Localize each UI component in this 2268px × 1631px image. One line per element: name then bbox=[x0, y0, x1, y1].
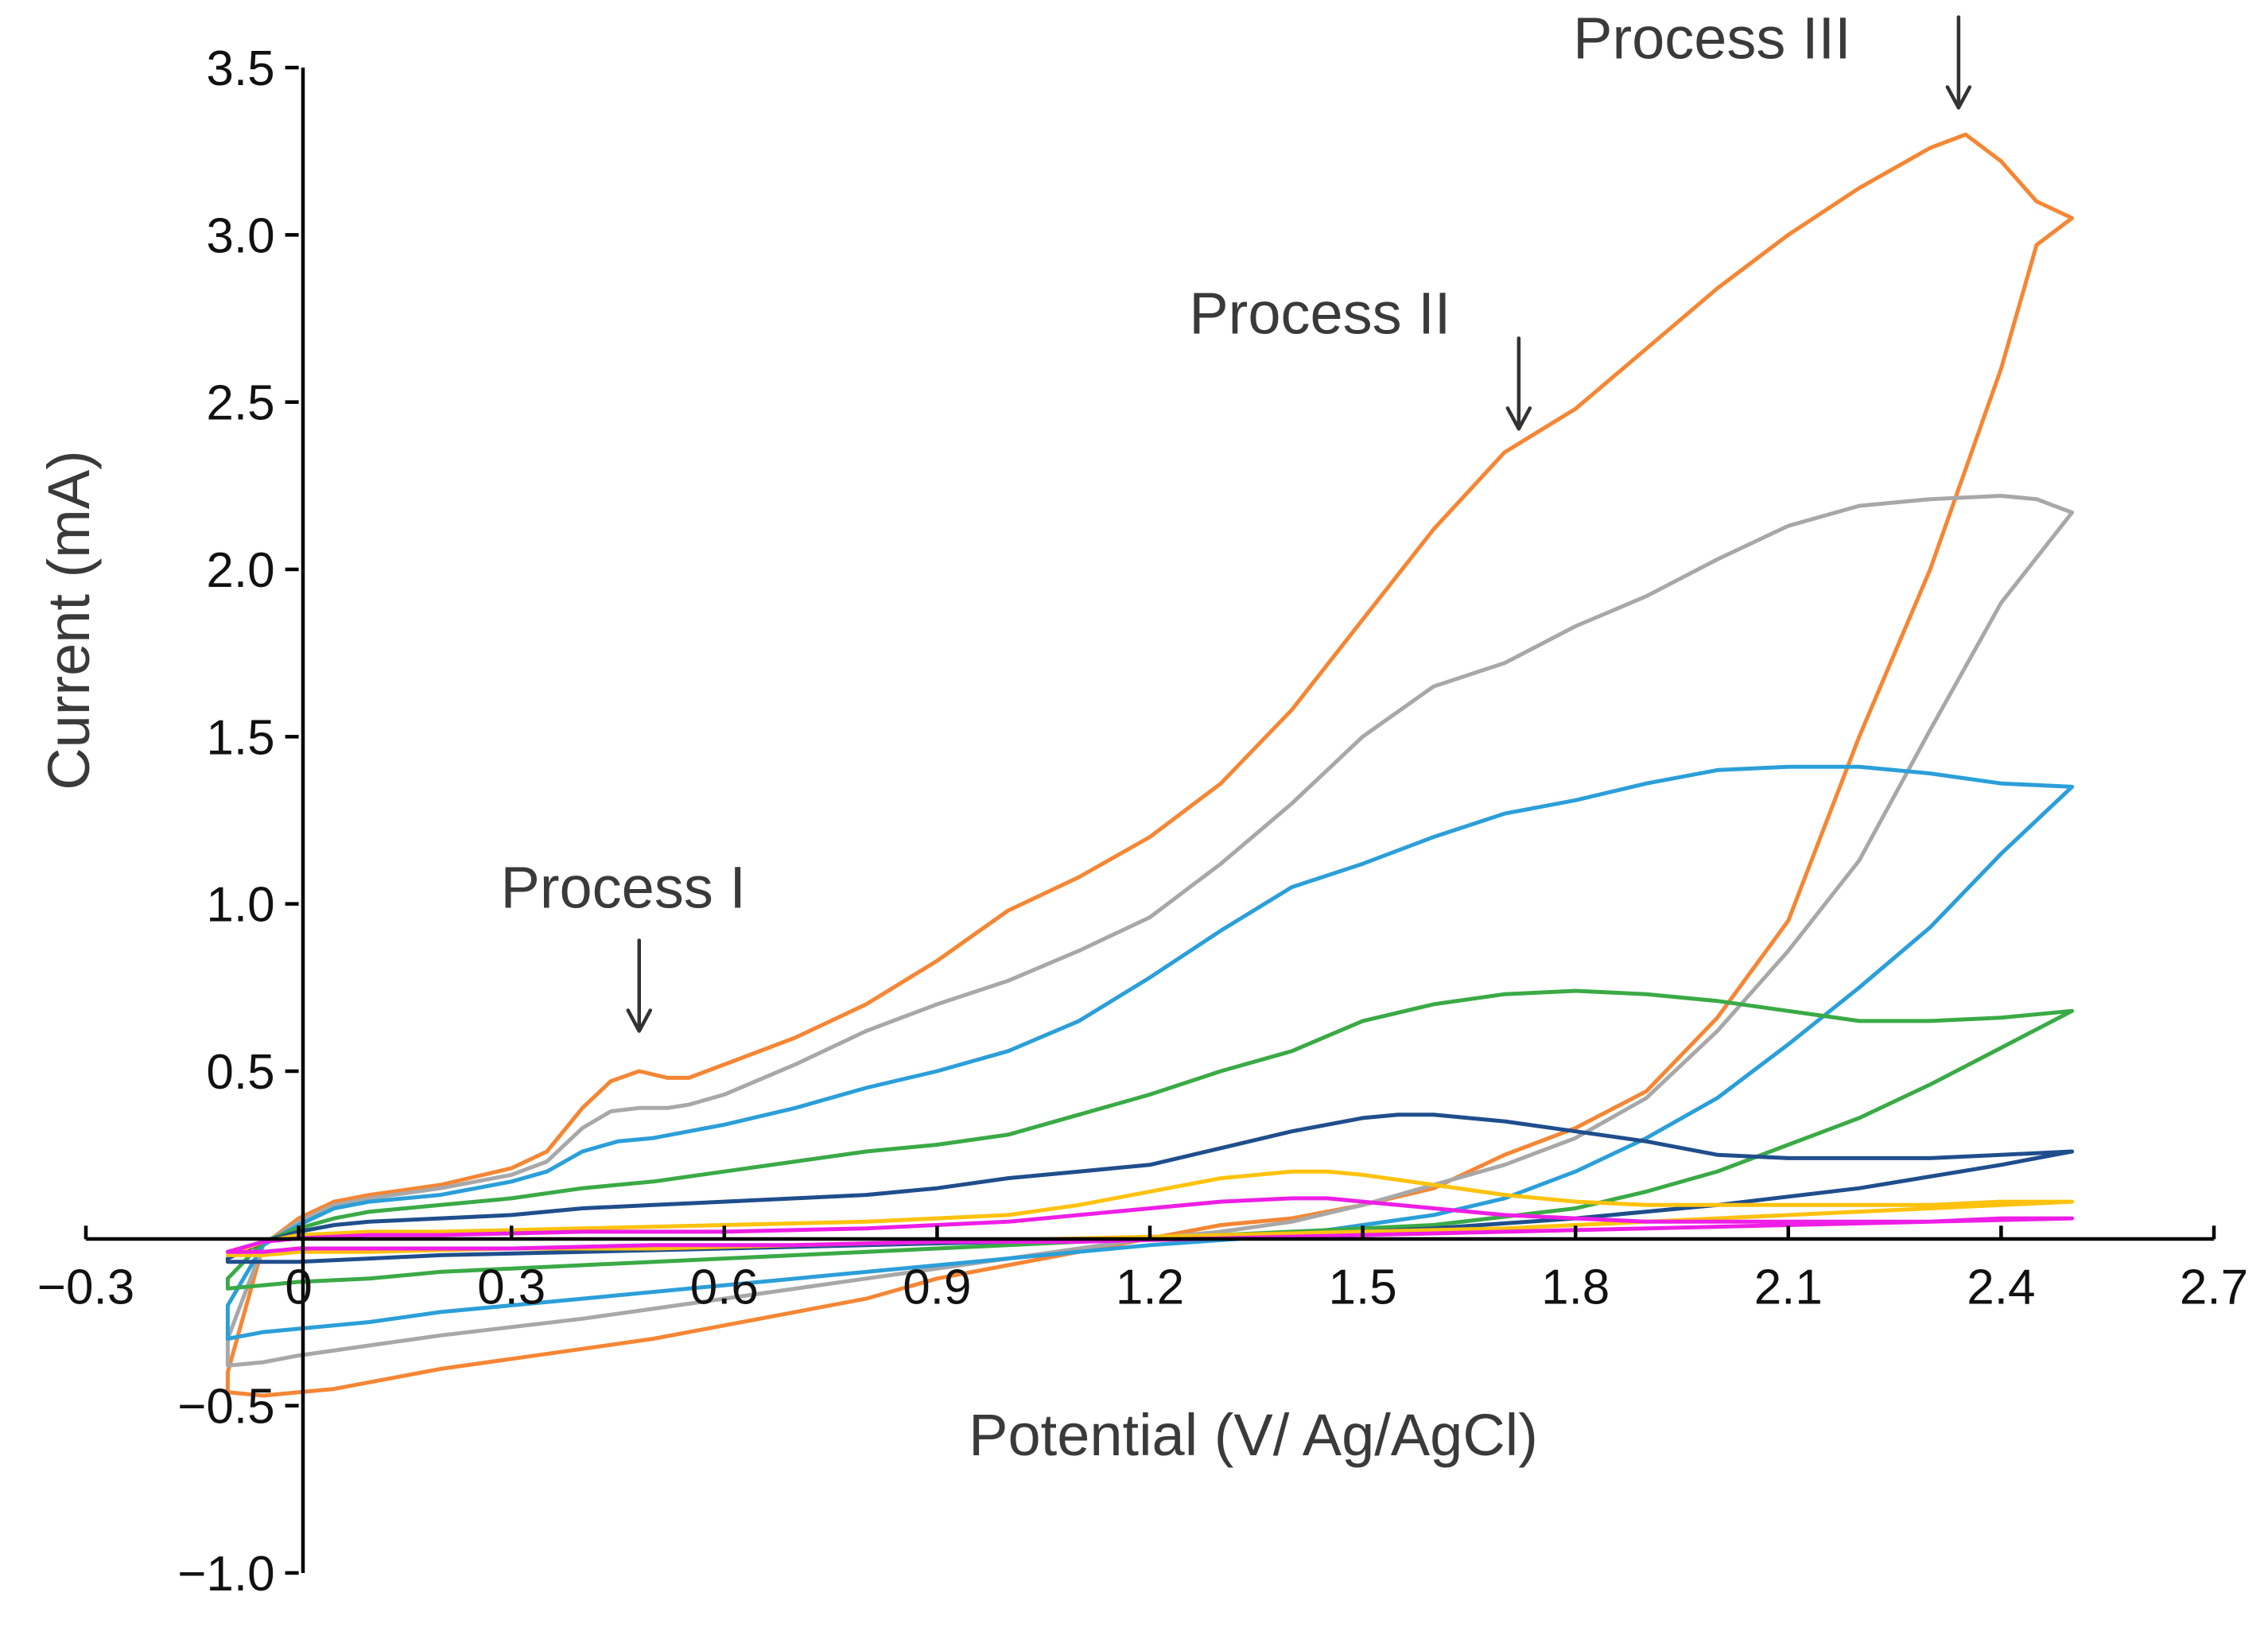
annotation-arrow-2 bbox=[1505, 336, 1532, 431]
x-tick-label: 0.9 bbox=[903, 1260, 971, 1315]
annotation-label-3: Process III bbox=[1573, 5, 1851, 71]
y-tick-label: 2.0 bbox=[206, 543, 274, 598]
y-tick-label: 2.5 bbox=[206, 376, 274, 431]
annotation-label-2: Process II bbox=[1189, 280, 1451, 346]
y-tick-label: 0.5 bbox=[206, 1045, 274, 1100]
x-axis-ticks: −0.3 0 0.3 0.6 0.9 1.2 1.5 1.8 2.1 2.4 2.7 bbox=[37, 1225, 2248, 1315]
annotation-label-1: Process I bbox=[501, 855, 746, 921]
y-tick-label: −0.5 bbox=[177, 1380, 274, 1435]
series-line-2 bbox=[225, 494, 2075, 1368]
x-tick-label: 2.1 bbox=[1754, 1260, 1823, 1315]
y-tick-label: 3.0 bbox=[206, 208, 274, 263]
annotation-layer: Process I Process II Process III bbox=[501, 5, 1972, 1033]
annotation-arrow-3 bbox=[1945, 15, 1972, 110]
series-line-4 bbox=[225, 988, 2075, 1291]
annotation-arrow-1 bbox=[626, 938, 653, 1033]
series-layer bbox=[225, 132, 2075, 1398]
series-line-3 bbox=[225, 764, 2075, 1341]
x-tick-label: 0.6 bbox=[690, 1260, 759, 1315]
x-tick-label: 2.7 bbox=[2180, 1260, 2248, 1315]
series-line-1 bbox=[225, 132, 2075, 1398]
x-tick-label: 1.2 bbox=[1116, 1260, 1184, 1315]
x-tick-label: 0.3 bbox=[477, 1260, 546, 1315]
x-tick-label: 0 bbox=[285, 1260, 312, 1315]
y-axis-title: Current (mA) bbox=[36, 450, 102, 790]
x-axis-title: Potential (V/ Ag/AgCl) bbox=[969, 1402, 1538, 1468]
y-axis-ticks: −1.0 −0.5 0.5 1.0 1.5 2.0 2.5 3.0 3.5 bbox=[177, 41, 299, 1602]
y-tick-label: 3.5 bbox=[206, 41, 274, 96]
x-tick-label: 1.8 bbox=[1541, 1260, 1610, 1315]
x-tick-label: 1.5 bbox=[1328, 1260, 1396, 1315]
series-line-7 bbox=[225, 1196, 2075, 1254]
x-tick-label: −0.3 bbox=[37, 1260, 134, 1315]
x-tick-label: 2.4 bbox=[1967, 1260, 2035, 1315]
y-tick-label: 1.5 bbox=[206, 710, 274, 765]
y-tick-label: 1.0 bbox=[206, 878, 274, 933]
y-tick-label: −1.0 bbox=[177, 1547, 274, 1602]
